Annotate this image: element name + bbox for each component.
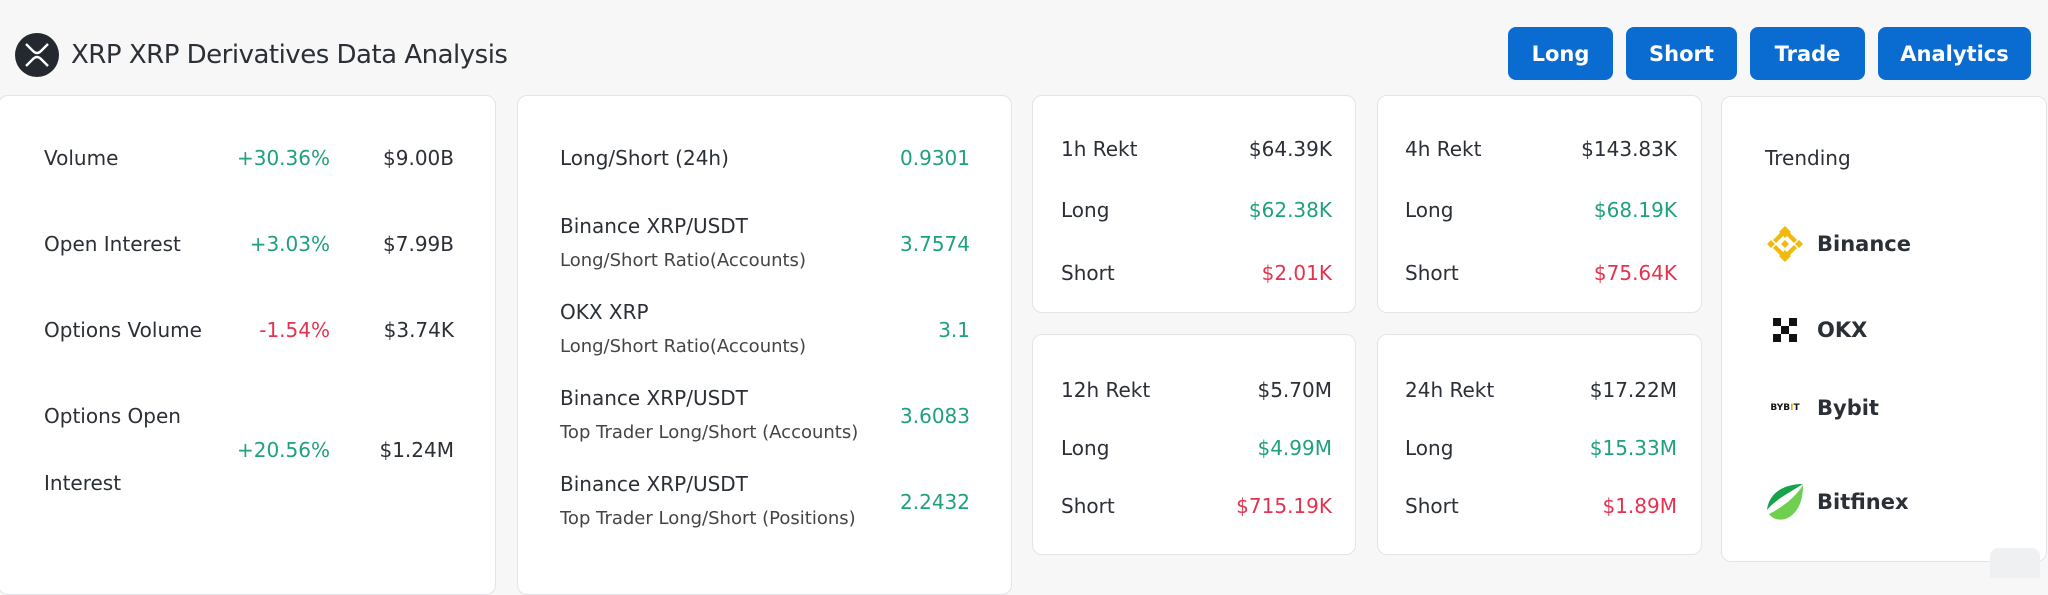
options-oi-change: +20.56% xyxy=(236,438,330,462)
rekt-long-value: $68.19K xyxy=(1593,198,1677,222)
rekt-12h-card: 12h Rekt $5.70M Long $4.99M Short $715.1… xyxy=(1032,334,1356,555)
rekt-24h-card: 24h Rekt $17.22M Long $15.33M Short $1.8… xyxy=(1377,334,1702,555)
ratio-label: Binance XRP/USDT xyxy=(560,472,748,496)
trending-item-bitfinex[interactable]: Bitfinex xyxy=(1765,482,1909,522)
ratio-value: 2.2432 xyxy=(900,490,970,514)
analytics-button[interactable]: Analytics xyxy=(1878,27,2031,80)
volume-change: +30.36% xyxy=(236,146,330,170)
rekt-1h-card: 1h Rekt $64.39K Long $62.38K Short $2.01… xyxy=(1032,95,1356,313)
options-volume-value: $3.74K xyxy=(383,318,454,342)
rekt-total: $5.70M xyxy=(1257,378,1332,402)
ratio-value: 0.9301 xyxy=(900,146,970,170)
ratio-sublabel: Long/Short Ratio(Accounts) xyxy=(560,250,806,271)
volume-label: Volume xyxy=(44,146,119,170)
trending-title: Trending xyxy=(1765,146,1851,170)
rekt-short-value: $1.89M xyxy=(1602,494,1677,518)
options-volume-change: -1.54% xyxy=(259,318,330,342)
rekt-short-label: Short xyxy=(1061,494,1115,518)
ratio-label: Binance XRP/USDT xyxy=(560,386,748,410)
rekt-short-value: $715.19K xyxy=(1236,494,1332,518)
trending-name: Bybit xyxy=(1817,396,1879,420)
trending-name: Bitfinex xyxy=(1817,490,1909,514)
page-header: XRP XRP Derivatives Data Analysis xyxy=(15,33,508,77)
ratio-sublabel: Top Trader Long/Short (Positions) xyxy=(560,508,856,529)
rekt-label: 24h Rekt xyxy=(1405,378,1495,402)
binance-logo-icon xyxy=(1767,226,1803,262)
trade-button[interactable]: Trade xyxy=(1750,27,1865,80)
open-interest-change: +3.03% xyxy=(249,232,330,256)
short-button[interactable]: Short xyxy=(1626,27,1737,80)
rekt-long-label: Long xyxy=(1061,436,1110,460)
ratio-label: OKX XRP xyxy=(560,300,649,324)
bybit-logo-icon: BYBIT xyxy=(1770,403,1800,413)
ratio-value: 3.1 xyxy=(938,318,970,342)
ratio-value: 3.7574 xyxy=(900,232,970,256)
xrp-logo-icon xyxy=(15,33,59,77)
overview-card: Volume +30.36% $9.00B Open Interest +3.0… xyxy=(0,95,496,595)
rekt-short-value: $75.64K xyxy=(1593,261,1677,285)
rekt-label: 12h Rekt xyxy=(1061,378,1151,402)
rekt-long-value: $15.33M xyxy=(1589,436,1677,460)
settings-gear-icon[interactable] xyxy=(1990,548,2040,578)
rekt-total: $17.22M xyxy=(1589,378,1677,402)
trending-item-bybit[interactable]: BYBIT Bybit xyxy=(1765,396,1879,420)
long-short-ratio-card: Long/Short (24h) 0.9301 Binance XRP/USDT… xyxy=(517,95,1012,595)
long-button[interactable]: Long xyxy=(1508,27,1613,80)
rekt-label: 1h Rekt xyxy=(1061,137,1138,161)
trending-item-okx[interactable]: OKX xyxy=(1765,310,1867,350)
options-oi-label: Options Open xyxy=(44,404,181,428)
page-title: XRP XRP Derivatives Data Analysis xyxy=(71,40,508,70)
rekt-short-value: $2.01K xyxy=(1261,261,1332,285)
trending-name: Binance xyxy=(1817,232,1911,256)
rekt-short-label: Short xyxy=(1061,261,1115,285)
options-oi-value: $1.24M xyxy=(379,438,454,462)
ratio-label: Long/Short (24h) xyxy=(560,146,729,170)
trending-item-binance[interactable]: Binance xyxy=(1765,224,1911,264)
rekt-4h-card: 4h Rekt $143.83K Long $68.19K Short $75.… xyxy=(1377,95,1702,313)
rekt-long-label: Long xyxy=(1405,198,1454,222)
rekt-total: $64.39K xyxy=(1248,137,1332,161)
open-interest-value: $7.99B xyxy=(383,232,454,256)
trending-name: OKX xyxy=(1817,318,1868,342)
options-volume-label: Options Volume xyxy=(44,318,202,342)
ratio-label: Binance XRP/USDT xyxy=(560,214,748,238)
ratio-sublabel: Top Trader Long/Short (Accounts) xyxy=(560,422,859,443)
rekt-total: $143.83K xyxy=(1581,137,1677,161)
open-interest-label: Open Interest xyxy=(44,232,181,256)
trending-card: Trending Binance OKX BYBIT Bybit Bitfine… xyxy=(1721,96,2047,562)
rekt-long-value: $4.99M xyxy=(1257,436,1332,460)
rekt-long-label: Long xyxy=(1061,198,1110,222)
rekt-short-label: Short xyxy=(1405,494,1459,518)
bitfinex-logo-icon xyxy=(1767,484,1803,520)
rekt-long-value: $62.38K xyxy=(1248,198,1332,222)
rekt-label: 4h Rekt xyxy=(1405,137,1482,161)
rekt-short-label: Short xyxy=(1405,261,1459,285)
options-oi-label-2: Interest xyxy=(44,471,122,495)
ratio-value: 3.6083 xyxy=(900,404,970,428)
okx-logo-icon xyxy=(1773,318,1797,342)
volume-value: $9.00B xyxy=(383,146,454,170)
rekt-long-label: Long xyxy=(1405,436,1454,460)
ratio-sublabel: Long/Short Ratio(Accounts) xyxy=(560,336,806,357)
